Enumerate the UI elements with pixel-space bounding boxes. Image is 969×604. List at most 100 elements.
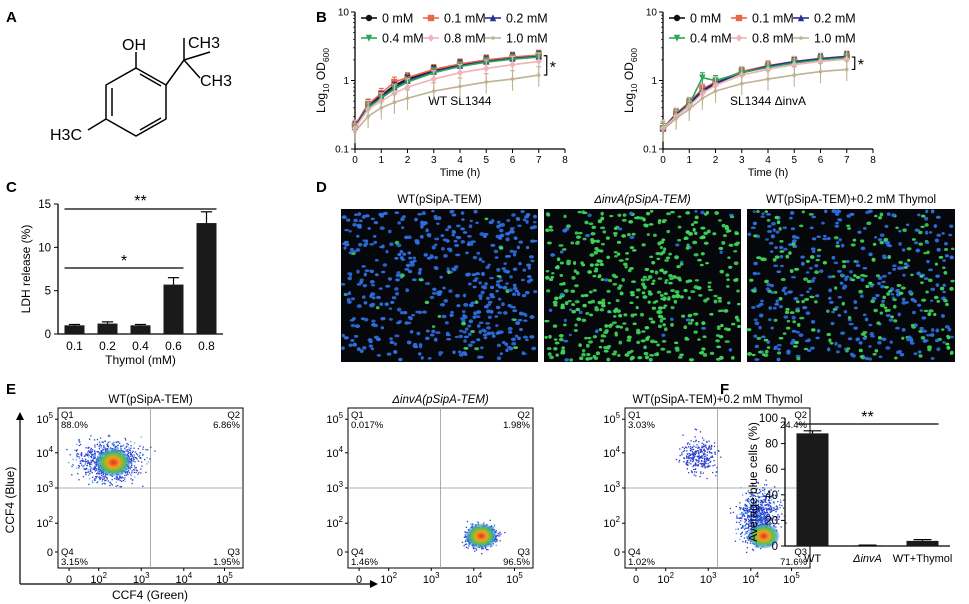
event-dot	[770, 489, 772, 491]
event-dot	[125, 449, 127, 451]
event-dot	[94, 453, 96, 455]
cell	[697, 338, 701, 341]
cell	[451, 233, 455, 237]
event-dot	[764, 492, 766, 494]
cell	[584, 336, 588, 340]
cell	[763, 338, 769, 342]
cell	[573, 328, 579, 332]
cell	[588, 290, 593, 294]
cell	[799, 316, 805, 320]
cell	[775, 299, 779, 303]
cell	[603, 331, 609, 334]
cell	[670, 322, 674, 327]
data-point	[735, 34, 743, 42]
cell	[697, 258, 702, 262]
cell	[571, 303, 576, 306]
cell	[843, 310, 848, 314]
cell	[950, 279, 955, 283]
event-dot	[769, 509, 771, 511]
cell	[459, 329, 464, 333]
event-dot	[89, 450, 91, 452]
cell	[521, 294, 527, 298]
event-dot	[96, 443, 99, 446]
y-tick-label: 0	[614, 547, 620, 559]
cell	[505, 237, 510, 242]
event-dot	[755, 503, 757, 505]
cell	[887, 271, 892, 275]
event-dot	[704, 463, 706, 465]
cell	[437, 314, 442, 318]
event-dot	[745, 519, 748, 522]
cell	[594, 267, 599, 272]
event-dot	[706, 441, 708, 443]
cell	[546, 241, 552, 245]
event-dot	[76, 456, 78, 458]
cell	[630, 313, 635, 318]
data-point	[430, 75, 437, 83]
event-dot	[686, 461, 688, 463]
event-dot	[139, 457, 142, 459]
cell	[631, 280, 637, 283]
event-dot	[762, 517, 765, 519]
cell	[789, 269, 794, 273]
data-point	[818, 69, 823, 74]
cell	[663, 247, 667, 252]
event-dot	[499, 531, 501, 533]
cell	[662, 270, 667, 275]
cell	[495, 289, 499, 293]
event-dot	[747, 500, 749, 503]
quadrant-value: 3.15%	[61, 557, 88, 568]
cell	[814, 300, 818, 304]
cell	[877, 237, 883, 242]
event-dot	[776, 516, 778, 518]
event-dot	[99, 444, 101, 446]
cell	[918, 329, 924, 333]
event-dot	[465, 546, 468, 549]
cell	[426, 256, 432, 260]
cell	[611, 352, 617, 356]
event-dot	[679, 454, 681, 457]
cell	[896, 283, 902, 288]
cell	[872, 242, 877, 246]
cell	[675, 243, 680, 247]
cell	[921, 214, 926, 218]
event-dot	[481, 552, 483, 555]
cell	[784, 310, 790, 315]
cell	[899, 352, 905, 357]
event-dot	[94, 479, 96, 482]
event-dot	[77, 472, 79, 475]
event-dot	[467, 547, 469, 549]
cell	[341, 333, 345, 338]
event-dot	[761, 502, 764, 504]
event-dot	[709, 460, 712, 463]
cell	[619, 291, 624, 296]
event-dot	[710, 456, 713, 458]
event-dot	[757, 482, 760, 484]
event-dot	[120, 477, 122, 479]
cell	[554, 296, 559, 301]
event-dot	[133, 465, 136, 467]
event-dot	[695, 458, 697, 461]
event-dot	[126, 472, 128, 474]
cell	[839, 281, 844, 285]
cell	[885, 313, 891, 318]
event-dot	[84, 463, 86, 465]
event-dot	[130, 478, 132, 480]
cell	[924, 241, 930, 244]
cell	[516, 245, 521, 250]
cell	[641, 291, 646, 295]
cell	[736, 289, 740, 293]
event-dot	[138, 455, 140, 458]
event-dot	[755, 505, 758, 507]
cell	[600, 242, 605, 246]
event-dot	[87, 453, 89, 455]
cell	[790, 227, 796, 231]
cell	[476, 251, 481, 255]
cell	[826, 332, 831, 337]
event-dot	[771, 522, 773, 525]
cell	[879, 303, 886, 308]
cell	[657, 241, 662, 246]
cell	[529, 335, 535, 339]
cell	[597, 219, 602, 224]
event-dot	[82, 460, 84, 462]
